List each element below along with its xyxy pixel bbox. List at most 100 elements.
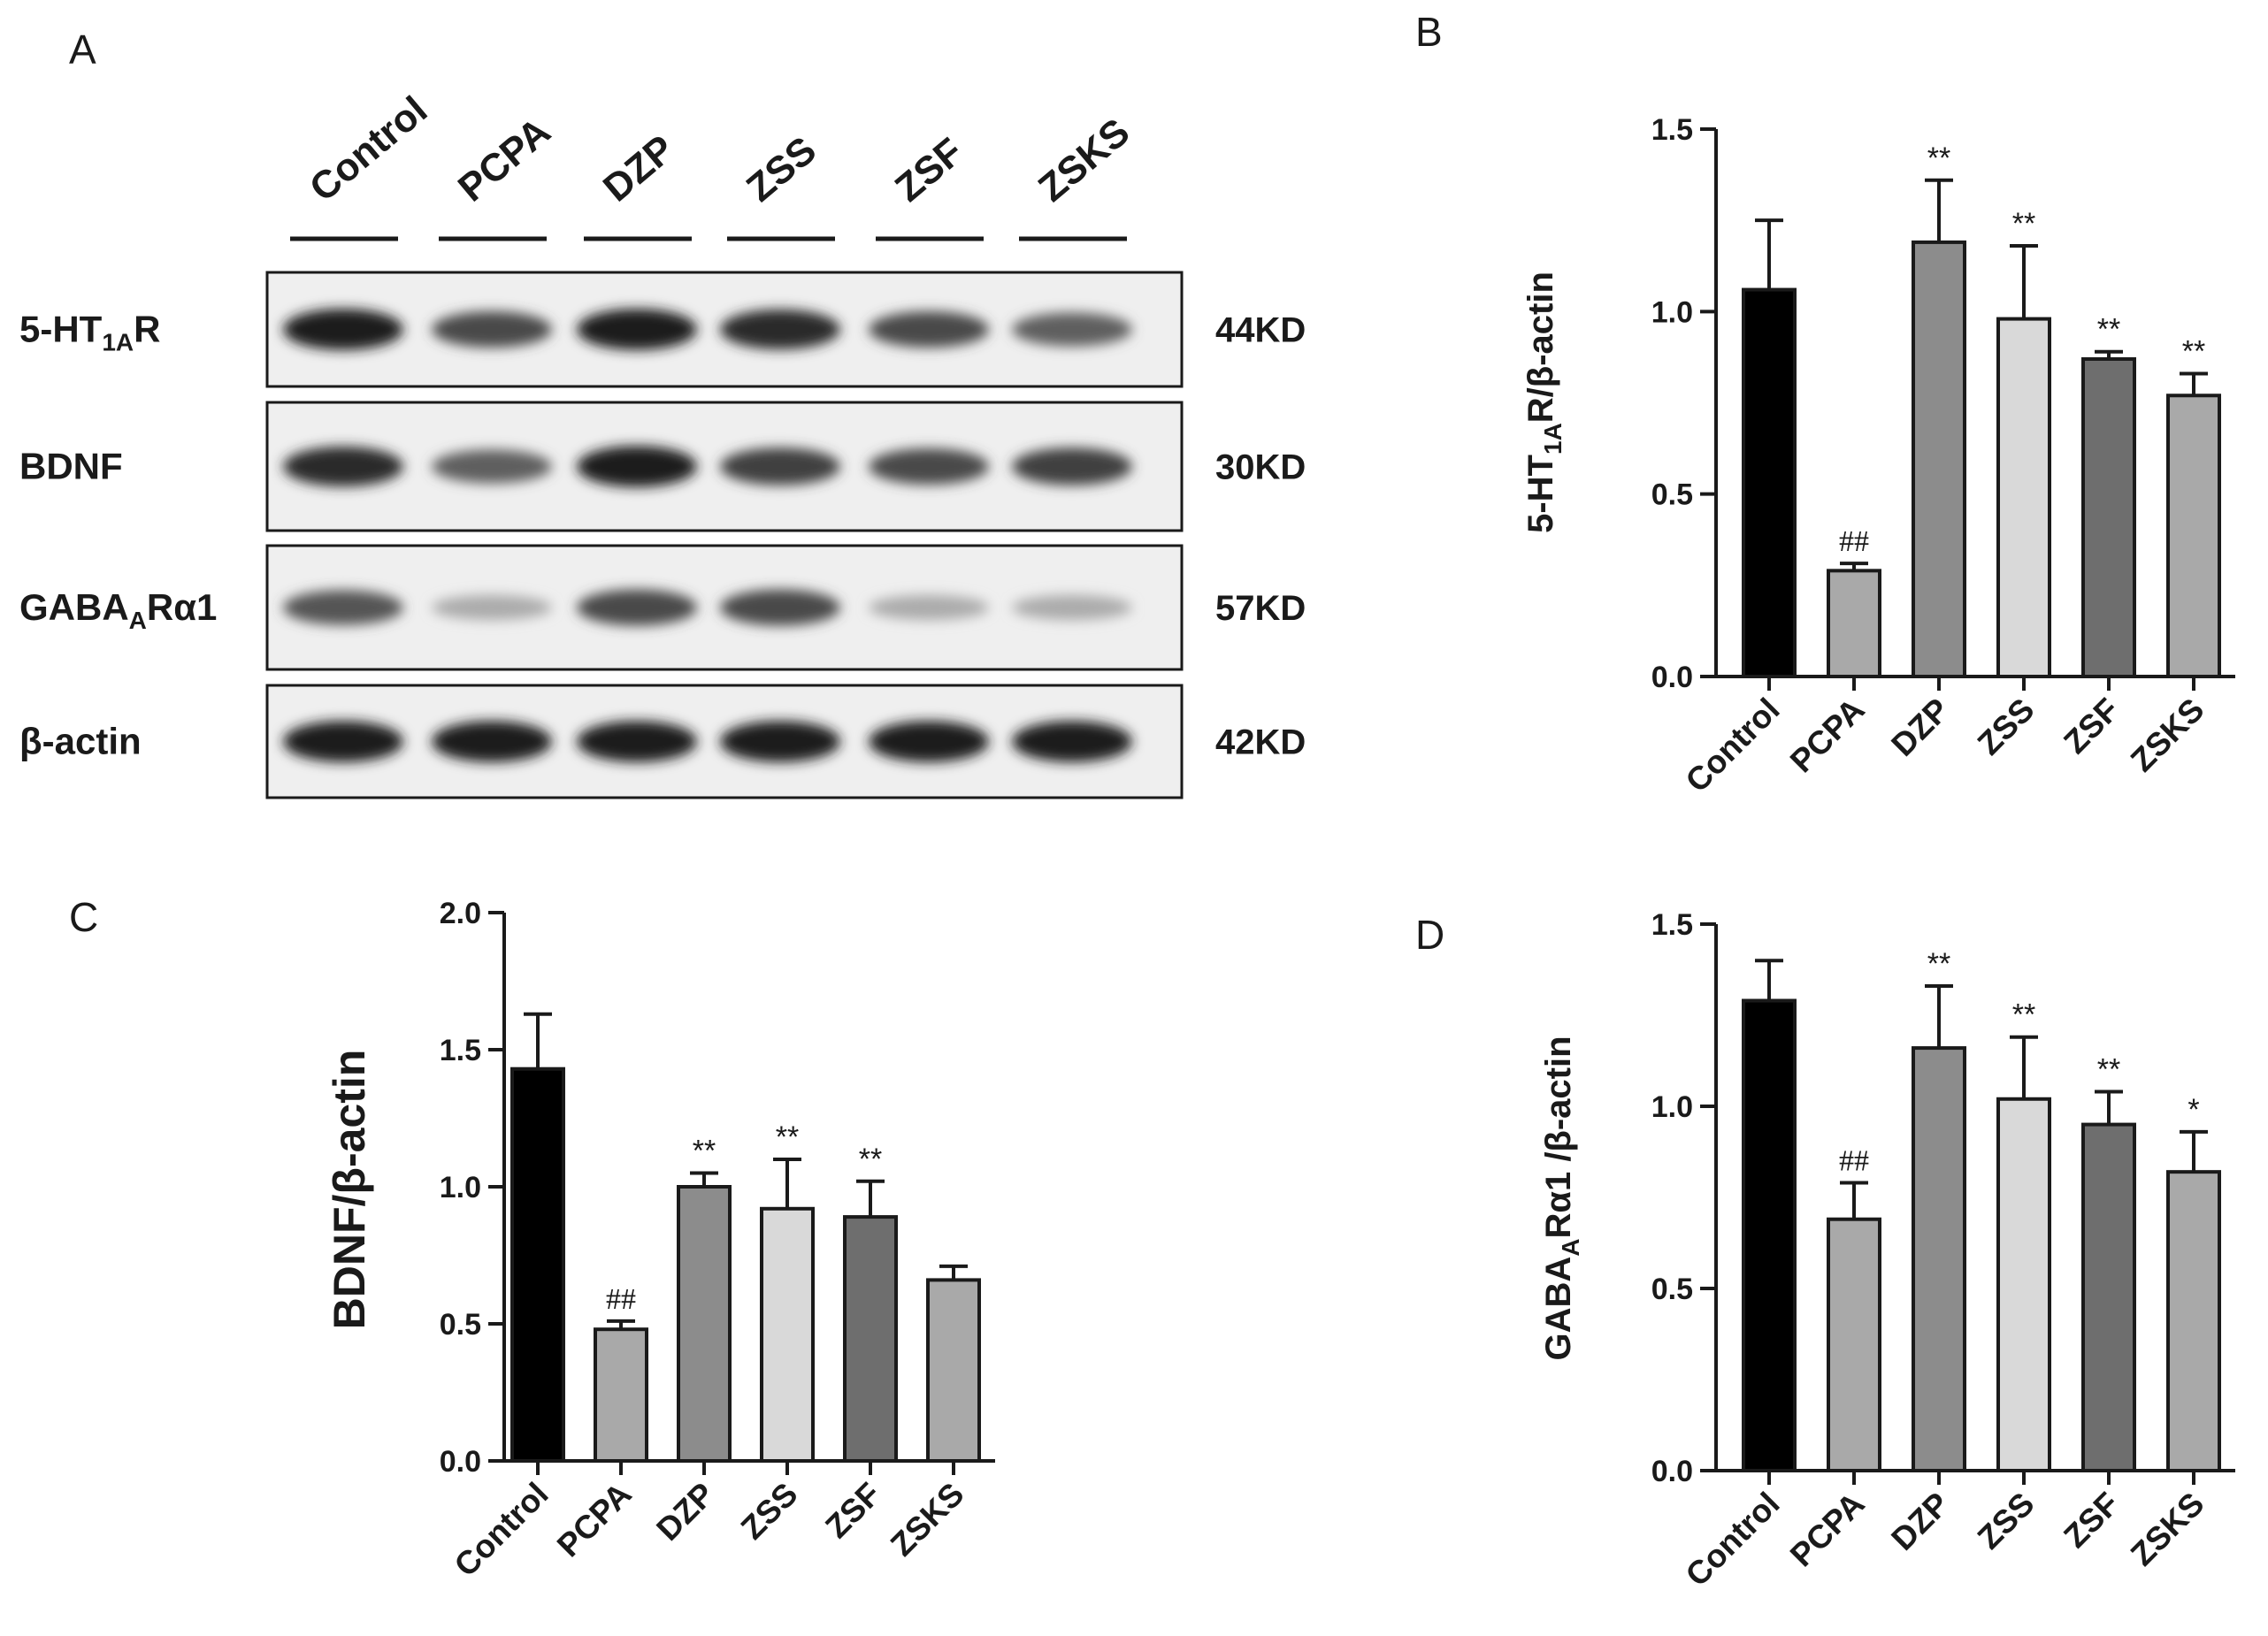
category-label: ZSKS	[884, 1476, 971, 1563]
blot-band	[577, 721, 697, 762]
blot-band	[869, 311, 989, 348]
significance-label: **	[776, 1120, 799, 1154]
blot-band	[720, 447, 840, 485]
blot-band	[869, 448, 989, 485]
category-label: PCPA	[1783, 1486, 1872, 1574]
kd-label: 42KD	[1215, 723, 1306, 762]
bar	[1913, 242, 1965, 677]
blot-band	[283, 590, 403, 625]
bar	[928, 1280, 979, 1461]
bar	[2168, 395, 2219, 677]
y-axis-label: GABAARα1 /β-actin	[1539, 1036, 1584, 1360]
row-label: BDNF	[19, 446, 123, 487]
blot-band	[283, 309, 403, 350]
y-tick-label: 1.0	[1651, 295, 1693, 329]
significance-label: **	[1927, 141, 1950, 175]
panel-letter: B	[1415, 9, 1443, 55]
lane-label: ZSF	[887, 130, 971, 210]
significance-label: **	[2012, 207, 2035, 241]
lane-label: ZSKS	[1031, 111, 1138, 210]
y-tick-label: 0.0	[1651, 661, 1693, 694]
lane-label: PCPA	[450, 110, 559, 210]
blot-band	[1012, 595, 1132, 620]
blot-band	[1012, 721, 1132, 762]
blot-band	[432, 595, 552, 620]
significance-label: **	[2097, 1053, 2120, 1087]
category-label: ZSS	[1971, 692, 2042, 762]
blot-band	[432, 311, 552, 348]
y-label-tail: Rα1 /β-actin	[1539, 1036, 1578, 1238]
blot-band	[283, 721, 403, 762]
bar	[1998, 319, 2050, 677]
significance-label: **	[1927, 947, 1950, 981]
blot-band	[720, 310, 840, 349]
category-label: ZSS	[734, 1476, 805, 1547]
row-label: β-actin	[19, 721, 142, 762]
significance-label: ##	[1839, 525, 1869, 558]
y-tick-label: 1.5	[1651, 908, 1693, 942]
row-label-sub: A	[129, 607, 147, 634]
y-axis-label: 5-HT1AR/β-actin	[1521, 271, 1567, 533]
significance-label: *	[2188, 1093, 2199, 1127]
significance-label: **	[693, 1135, 716, 1168]
category-label: ZSF	[818, 1476, 887, 1545]
y-tick-label: 0.5	[1651, 1273, 1693, 1306]
y-label-sub: 1A	[1539, 423, 1567, 455]
bar	[1998, 1099, 2050, 1471]
blot-row: GABAARα1 57KD	[19, 546, 1306, 669]
row-label-sub: 1A	[102, 329, 134, 356]
lane-label: DZP	[595, 127, 683, 210]
y-tick-label: 0.5	[1651, 478, 1693, 512]
significance-label: ##	[1839, 1145, 1869, 1178]
blot-row: 5-HT1AR 44KD	[19, 272, 1306, 386]
blot-band	[577, 590, 697, 626]
category-label: Control	[1679, 692, 1787, 799]
y-label-main: GABA	[1539, 1257, 1578, 1361]
blot-band	[432, 449, 552, 483]
row-label-main: BDNF	[19, 446, 123, 487]
blot-band	[869, 595, 989, 620]
row-label-main: β-actin	[19, 721, 142, 762]
row-label: GABAARα1	[19, 586, 217, 634]
kd-label: 30KD	[1215, 448, 1306, 487]
category-label: ZSF	[2057, 1486, 2126, 1555]
significance-label: **	[2097, 313, 2120, 347]
blot-band	[577, 309, 697, 350]
bar	[1743, 1001, 1795, 1471]
panel-letter-a: A	[69, 27, 96, 73]
y-tick-label: 0.5	[440, 1308, 481, 1342]
category-label: ZSKS	[2124, 692, 2211, 779]
y-label-sub: A	[1557, 1239, 1584, 1257]
y-tick-label: 0.0	[440, 1445, 481, 1479]
bar	[1828, 1219, 1880, 1471]
category-label: ZSS	[1971, 1486, 2042, 1556]
blot-band	[432, 721, 552, 762]
blot-band	[720, 721, 840, 762]
y-label-main: BDNF/β-actin	[325, 1050, 374, 1330]
blot-band	[720, 590, 840, 626]
significance-label: **	[2182, 334, 2205, 368]
row-label-tail: Rα1	[147, 586, 218, 628]
bar	[512, 1069, 563, 1461]
bar	[1913, 1048, 1965, 1471]
category-label: ZSKS	[2124, 1486, 2211, 1573]
row-label-main: 5-HT	[19, 309, 103, 350]
y-axis-label: BDNF/β-actin	[325, 1050, 374, 1330]
blot-band	[577, 446, 697, 487]
category-label: ZSF	[2057, 692, 2126, 761]
bar	[2168, 1172, 2219, 1471]
category-label: PCPA	[1783, 692, 1872, 780]
blot-band	[1012, 312, 1132, 346]
y-tick-label: 1.5	[1651, 113, 1693, 147]
kd-label: 44KD	[1215, 311, 1306, 350]
bar	[845, 1217, 896, 1461]
blot-panel: A Control PCPA DZP ZSS ZSF ZSKS 5-HT1AR 44KD BD…	[19, 27, 1306, 798]
y-tick-label: 1.0	[440, 1171, 481, 1204]
y-tick-label: 1.0	[1651, 1090, 1693, 1124]
y-tick-label: 0.0	[1651, 1455, 1693, 1488]
category-label: DZP	[1884, 692, 1956, 763]
kd-label: 57KD	[1215, 589, 1306, 628]
